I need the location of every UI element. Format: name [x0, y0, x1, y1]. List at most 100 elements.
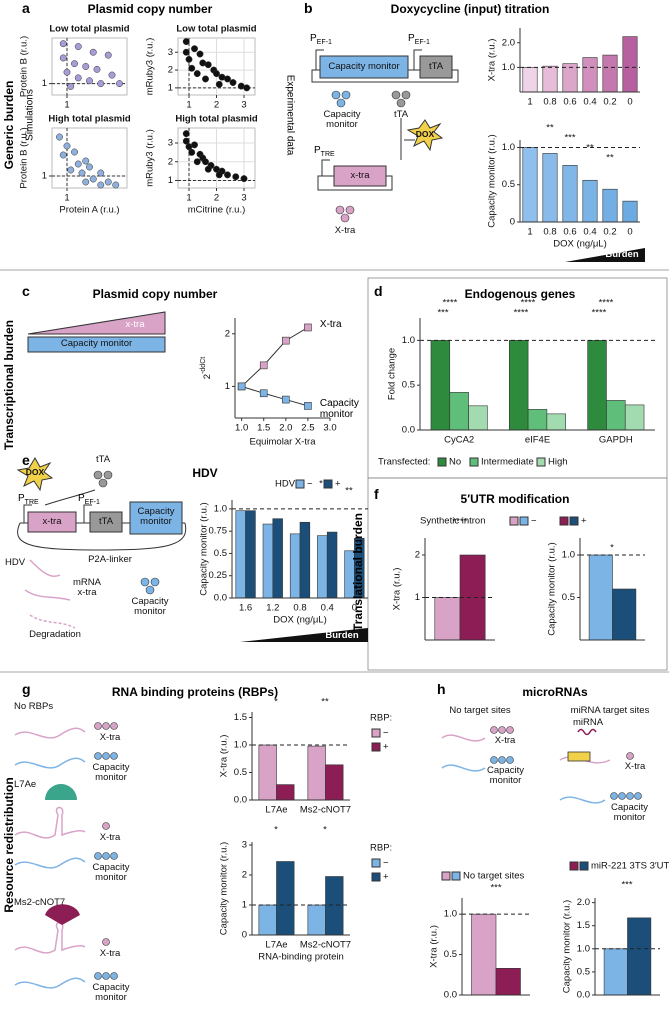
point: [93, 65, 101, 73]
point: [89, 48, 97, 56]
panel-title: Doxycycline (input) titration: [390, 2, 550, 16]
hdv-label: HDV: [4, 557, 26, 568]
x-tick-label: 1: [186, 100, 191, 111]
bar: [289, 533, 301, 599]
x-tick-label: 0.6: [563, 97, 576, 108]
promoter-arrow: [321, 159, 330, 176]
y-tick-label: 0.25: [209, 570, 228, 581]
linker-label: P2A-linker: [88, 554, 132, 565]
x-tick-label: GAPDH: [599, 435, 633, 446]
point: [229, 79, 237, 86]
significance: ****: [599, 298, 614, 309]
output-label: X-tra: [99, 948, 121, 959]
point: [191, 141, 198, 149]
legend-swatch: [437, 457, 447, 467]
y-tick-label: 2: [415, 550, 420, 561]
y-axis-label: 2-ddCt: [200, 357, 213, 379]
significance: ****: [443, 298, 458, 309]
significance: ***: [490, 883, 501, 894]
significance: **: [606, 153, 614, 164]
bar: [258, 744, 277, 801]
x-tick-label: 1.0: [235, 423, 248, 434]
dox-star: [16, 457, 54, 492]
legend-swatch: [579, 861, 589, 871]
promoter: PEF-1: [408, 33, 430, 46]
dots: [93, 470, 113, 488]
y-tick-label: 3: [168, 138, 173, 149]
point: [196, 50, 204, 58]
legend-label: −: [307, 479, 313, 490]
bar: [235, 510, 246, 599]
mrna: [24, 559, 71, 601]
y-tick-label: 1.0: [502, 62, 515, 73]
x-tick-label: L7Ae: [265, 940, 287, 951]
bar: [562, 63, 578, 93]
panel-label: c: [22, 283, 30, 299]
y-tick-label: 1: [42, 78, 47, 89]
x-tick-label: 0.2: [603, 227, 616, 238]
x-tick-label: 1: [527, 227, 532, 238]
burden-wedge: [240, 628, 368, 642]
y-axis-label-base: 2: [202, 374, 213, 379]
bar: [587, 340, 607, 431]
point: [116, 80, 123, 88]
panel-label: e: [22, 452, 30, 468]
point: [97, 80, 105, 88]
y-tick-label: 2: [225, 328, 230, 339]
mrna: [14, 727, 86, 739]
y-tick-label: 1.0: [502, 142, 515, 153]
point: [63, 68, 71, 76]
x-tick-label: 1.6: [239, 603, 252, 614]
output-label: Capacity monitor: [92, 762, 130, 783]
x-tick-label: 2.0: [279, 423, 292, 434]
mrna: [14, 921, 86, 954]
significance: ****: [521, 298, 536, 309]
legend-label: High: [548, 457, 568, 468]
y-tick-label: 3: [242, 840, 247, 851]
side-label: Experimental data: [284, 74, 296, 156]
legend-swatch: [509, 516, 519, 526]
series-label: X-tra: [319, 319, 342, 331]
point: [67, 83, 75, 90]
x-axis-label: RNA-binding protein: [258, 952, 344, 963]
y-tick-label: 2.0: [577, 897, 590, 908]
xtra-wedge: [27, 311, 166, 335]
x-tick-label: CyCA2: [444, 435, 474, 446]
significance: ****: [592, 308, 607, 319]
y-tick-label: 0.0: [234, 795, 247, 806]
y-tick-label: 0.75: [209, 526, 228, 537]
dox-label: DOX: [25, 467, 45, 477]
x-axis-label: DOX (ng/μL): [273, 615, 327, 626]
x-tick-label: 1: [64, 100, 69, 111]
y-tick-label: 0.5: [444, 949, 457, 960]
x-tick-label: 1.5: [257, 423, 270, 434]
bar: [588, 554, 613, 641]
dox-star: [406, 119, 444, 152]
gene-box: [419, 55, 453, 79]
bar: [325, 764, 344, 801]
output-label: X-tra: [624, 761, 646, 772]
bar: [299, 521, 311, 599]
x-tick-label: 3: [241, 100, 246, 111]
point: [191, 45, 198, 53]
bar: [495, 968, 521, 996]
bar: [602, 54, 618, 93]
y-axis-label: X-tra (r.u.): [219, 735, 230, 778]
promoter-arrow: [23, 504, 92, 523]
x-tick-label: 0.4: [583, 227, 596, 238]
panel-title: RNA binding proteins (RBPs): [111, 685, 279, 699]
point: [63, 142, 71, 150]
y-tick-label: 2: [168, 156, 173, 167]
gene-box: [319, 55, 409, 79]
significance: ***: [564, 133, 575, 144]
legend-swatch: [451, 871, 461, 881]
bar: [602, 188, 618, 223]
x-tick-label: 0.4: [321, 603, 334, 614]
y-axis-label: X-tra (r.u.): [429, 925, 440, 968]
x-axis-label: mCitrine (r.u.): [188, 205, 246, 216]
legend-label: +: [581, 516, 587, 527]
mrna-label: mRNA x-tra: [73, 577, 101, 598]
bar: [562, 165, 578, 223]
bar: [627, 917, 652, 996]
point: [82, 63, 90, 70]
